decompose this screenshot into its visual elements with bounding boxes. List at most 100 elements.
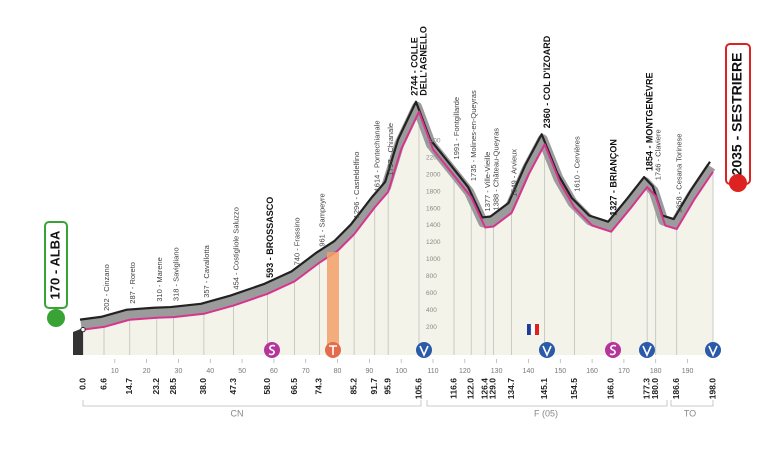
waypoint-label: 1797 - Chianale	[386, 123, 395, 176]
icons	[264, 342, 721, 358]
y-tick-label: 2400	[426, 138, 441, 145]
finish-icon	[729, 174, 747, 192]
region-bracket	[670, 400, 714, 407]
km-label: 85.2	[348, 378, 358, 395]
waypoint-label: 1746 - Claviere	[654, 129, 663, 180]
waypoint-label: 1327 - BRIANÇON	[609, 139, 619, 216]
feed-zone	[327, 252, 339, 355]
y-tick-label: 1000	[426, 256, 441, 263]
x-tick-label: 170	[618, 368, 630, 375]
waypoint-label: 593 - BROSSASCO	[265, 197, 275, 278]
finish-box: 2035 - SESTRIERE	[725, 43, 751, 192]
km-label: 0.0	[77, 378, 87, 390]
profile-point	[80, 326, 86, 333]
km-label: 58.0	[262, 378, 272, 395]
waypoint-label: 1377 - Ville-Vieille	[483, 152, 492, 212]
km-label: 122.0	[465, 378, 475, 400]
km-label: 129.0	[488, 378, 498, 400]
waypoint-label: 1549 - Arvieux	[510, 149, 519, 197]
km-label: 198.0	[707, 378, 717, 400]
km-label: 23.2	[151, 378, 161, 395]
profile-band	[80, 101, 716, 330]
km-label: 38.0	[198, 378, 208, 395]
y-tick-label: 200	[426, 324, 437, 331]
y-tick-label: 400	[426, 307, 437, 314]
sprint-glyph	[609, 344, 617, 356]
km-label: 91.7	[369, 378, 379, 395]
waypoint-label: 1614 - Pontechianale	[373, 120, 382, 191]
profile-line	[82, 110, 714, 331]
finish-label: 2035 - SESTRIERE	[729, 53, 745, 176]
km-label: 154.5	[569, 378, 579, 400]
climb-glyph	[419, 345, 429, 357]
region-label: F (05)	[534, 408, 558, 418]
region-bracket	[82, 400, 422, 407]
france-flag	[527, 323, 539, 336]
y-tick-label: 1800	[426, 188, 441, 195]
profile-edge	[79, 100, 711, 321]
waypoint-label: 357 - Cavallotta	[202, 244, 211, 297]
region-label: CN	[231, 408, 244, 418]
flag-blue	[527, 324, 531, 335]
x-tick-label: 40	[206, 368, 214, 375]
x-tick-label: 20	[143, 368, 151, 375]
km-label: 105.6	[413, 378, 423, 400]
y-tick-label: 2200	[426, 155, 441, 162]
x-tick-label: 110	[427, 368, 438, 375]
climb-glyph	[642, 345, 652, 357]
x-tick-label: 50	[238, 368, 246, 375]
x-tick-label: 90	[365, 368, 373, 375]
flag-white	[530, 323, 536, 336]
km-label: 180.0	[650, 378, 660, 400]
km-label: 95.9	[382, 378, 392, 395]
region-label: TO	[684, 408, 696, 418]
waypoint-label: 1388 - Château-Queyras	[491, 128, 500, 211]
km-label: 177.3	[641, 378, 651, 400]
climb-glyph	[542, 345, 552, 357]
km-label: 6.6	[98, 378, 108, 390]
waypoint-label: 2744 - COLLE	[409, 37, 419, 96]
climb-glyph	[708, 345, 718, 357]
flag-red	[535, 324, 539, 335]
profile-slab	[73, 328, 83, 355]
waypoint-label: 1296 - Casteldelfino	[352, 152, 361, 219]
waypoint-label: DELL'AGNELLO	[418, 26, 428, 96]
x-tick-label: 130	[491, 368, 503, 375]
y-tick-label: 1200	[426, 239, 441, 246]
x-tick-label: 150	[554, 368, 566, 375]
y-tick-label: 800	[426, 273, 437, 280]
km-label: 74.3	[314, 378, 324, 395]
y-tick-label: 600	[426, 290, 437, 297]
km-label: 14.7	[124, 378, 134, 395]
km-label: 47.3	[228, 378, 238, 395]
start-frame	[44, 221, 68, 309]
start-icon	[47, 309, 65, 327]
feed-glyph	[329, 345, 337, 355]
waypoint-label: 318 - Savigliano	[172, 247, 181, 301]
km-label: 126.4	[479, 378, 489, 400]
waypoint-label: 1735 - Molines-en-Queyras	[469, 90, 478, 181]
waypoint-label: 454 - Costigliole Saluzzo	[231, 207, 240, 290]
waypoint-label: 740 - Frassino	[293, 217, 302, 265]
x-tick-label: 160	[586, 368, 598, 375]
profile-layer	[79, 100, 716, 356]
km-label: 186.6	[671, 378, 681, 400]
waypoint-label: 1854 - MONTGENÈVRE	[645, 73, 655, 172]
x-tick-label: 180	[650, 368, 662, 375]
start-box: 170 - ALBA	[44, 221, 68, 327]
x-tick-label: 140	[523, 368, 535, 375]
x-tick-label: 10	[111, 368, 119, 375]
x-tick-label: 80	[334, 368, 342, 375]
km-label: 166.0	[605, 378, 615, 400]
x-tick-label: 190	[682, 368, 694, 375]
region-bracket	[426, 400, 668, 407]
regions	[82, 400, 714, 407]
y-tick-label: 1600	[426, 205, 441, 212]
waypoint-label: 961 - Sampeyre	[317, 193, 326, 246]
x-tick-label: 60	[270, 368, 278, 375]
start-label: 170 - ALBA	[47, 230, 62, 299]
waypoint-label: 287 - Roreto	[128, 262, 137, 304]
x-tick-label: 30	[175, 368, 183, 375]
waypoint-label: 310 - Marene	[155, 257, 164, 302]
